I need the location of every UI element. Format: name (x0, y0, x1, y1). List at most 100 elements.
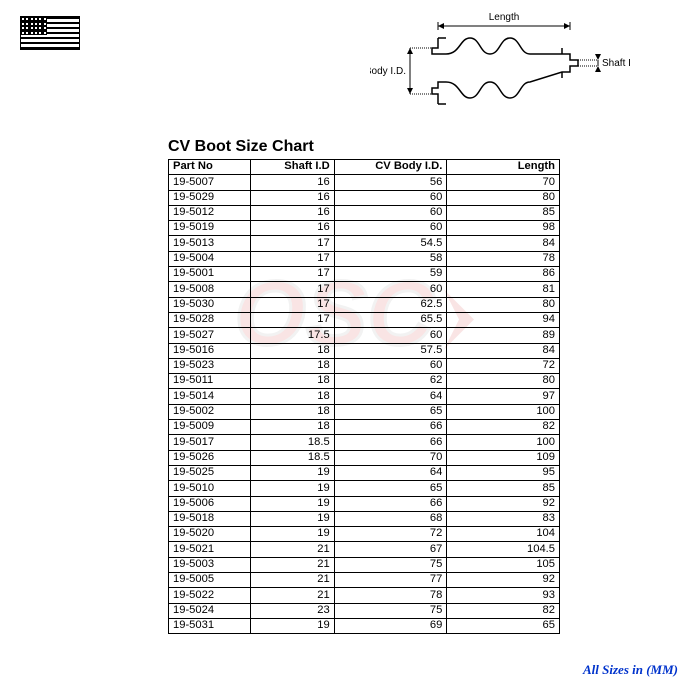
cv-boot-diagram: Length CV Body I.D. Shaft I.D. (370, 8, 630, 128)
column-header: CV Body I.D. (334, 160, 447, 175)
table-cell: 54.5 (334, 236, 447, 251)
table-cell: 84 (447, 236, 560, 251)
table-cell: 83 (447, 511, 560, 526)
column-header: Part No (169, 160, 251, 175)
table-cell: 18 (250, 358, 334, 373)
table-cell: 80 (447, 374, 560, 389)
table-cell: 19-5024 (169, 603, 251, 618)
table-cell: 19-5027 (169, 328, 251, 343)
table-cell: 18 (250, 404, 334, 419)
table-cell: 19-5028 (169, 312, 251, 327)
table-row: 19-50201972104 (169, 527, 560, 542)
table-cell: 19-5014 (169, 389, 251, 404)
table-cell: 65 (334, 481, 447, 496)
size-chart-table: Part NoShaft I.DCV Body I.D.Length 19-50… (168, 159, 560, 634)
table-cell: 60 (334, 358, 447, 373)
table-cell: 19-5026 (169, 450, 251, 465)
table-cell: 17 (250, 251, 334, 266)
us-flag-icon (20, 16, 80, 50)
table-cell: 62 (334, 374, 447, 389)
table-row: 19-50131754.584 (169, 236, 560, 251)
table-row: 19-5023186072 (169, 358, 560, 373)
table-cell: 19-5009 (169, 420, 251, 435)
table-cell: 86 (447, 267, 560, 282)
table-row: 19-5012166085 (169, 205, 560, 220)
table-cell: 19-5023 (169, 358, 251, 373)
table-cell: 19-5001 (169, 267, 251, 282)
table-cell: 19-5004 (169, 251, 251, 266)
table-cell: 62.5 (334, 297, 447, 312)
table-cell: 75 (334, 557, 447, 572)
table-cell: 19-5008 (169, 282, 251, 297)
column-header: Shaft I.D (250, 160, 334, 175)
table-cell: 19-5013 (169, 236, 251, 251)
table-cell: 19-5022 (169, 588, 251, 603)
table-row: 19-50301762.580 (169, 297, 560, 312)
table-cell: 17 (250, 297, 334, 312)
table-cell: 19-5021 (169, 542, 251, 557)
table-cell: 80 (447, 190, 560, 205)
table-cell: 80 (447, 297, 560, 312)
table-row: 19-50281765.594 (169, 312, 560, 327)
table-row: 19-50021865100 (169, 404, 560, 419)
table-cell: 19-5007 (169, 175, 251, 190)
diagram-shaft-label: Shaft I.D. (602, 58, 630, 69)
table-cell: 19-5029 (169, 190, 251, 205)
table-cell: 23 (250, 603, 334, 618)
table-cell: 18 (250, 343, 334, 358)
table-row: 19-5010196585 (169, 481, 560, 496)
table-cell: 104.5 (447, 542, 560, 557)
table-cell: 19-5016 (169, 343, 251, 358)
table-cell: 57.5 (334, 343, 447, 358)
table-cell: 16 (250, 205, 334, 220)
table-row: 19-5001175986 (169, 267, 560, 282)
table-row: 19-5008176081 (169, 282, 560, 297)
table-cell: 21 (250, 573, 334, 588)
table-cell: 59 (334, 267, 447, 282)
table-cell: 19-5018 (169, 511, 251, 526)
table-cell: 65.5 (334, 312, 447, 327)
main-content: CV Boot Size Chart Part NoShaft I.DCV Bo… (168, 138, 560, 634)
table-cell: 21 (250, 557, 334, 572)
table-cell: 16 (250, 190, 334, 205)
table-row: 19-5009186682 (169, 420, 560, 435)
table-cell: 17 (250, 236, 334, 251)
table-cell: 98 (447, 221, 560, 236)
table-cell: 65 (447, 618, 560, 633)
table-cell: 85 (447, 205, 560, 220)
column-header: Length (447, 160, 560, 175)
table-cell: 17.5 (250, 328, 334, 343)
table-cell: 19-5025 (169, 465, 251, 480)
table-row: 19-5005217792 (169, 573, 560, 588)
table-cell: 19 (250, 465, 334, 480)
table-cell: 109 (447, 450, 560, 465)
table-cell: 70 (447, 175, 560, 190)
table-cell: 67 (334, 542, 447, 557)
table-cell: 94 (447, 312, 560, 327)
table-cell: 81 (447, 282, 560, 297)
table-cell: 19-5020 (169, 527, 251, 542)
table-cell: 60 (334, 328, 447, 343)
table-cell: 19-5002 (169, 404, 251, 419)
table-cell: 19 (250, 511, 334, 526)
table-cell: 58 (334, 251, 447, 266)
table-cell: 19-5031 (169, 618, 251, 633)
table-cell: 69 (334, 618, 447, 633)
table-cell: 60 (334, 205, 447, 220)
table-row: 19-5007165670 (169, 175, 560, 190)
table-cell: 105 (447, 557, 560, 572)
table-row: 19-50212167104.5 (169, 542, 560, 557)
chart-title: CV Boot Size Chart (168, 138, 560, 156)
table-cell: 21 (250, 588, 334, 603)
table-cell: 17 (250, 312, 334, 327)
table-row: 19-50161857.584 (169, 343, 560, 358)
table-cell: 19 (250, 618, 334, 633)
table-row: 19-5022217893 (169, 588, 560, 603)
table-cell: 78 (447, 251, 560, 266)
table-row: 19-502717.56089 (169, 328, 560, 343)
table-row: 19-501718.566100 (169, 435, 560, 450)
table-row: 19-502618.570109 (169, 450, 560, 465)
table-cell: 17 (250, 282, 334, 297)
table-cell: 19-5017 (169, 435, 251, 450)
table-cell: 19 (250, 527, 334, 542)
